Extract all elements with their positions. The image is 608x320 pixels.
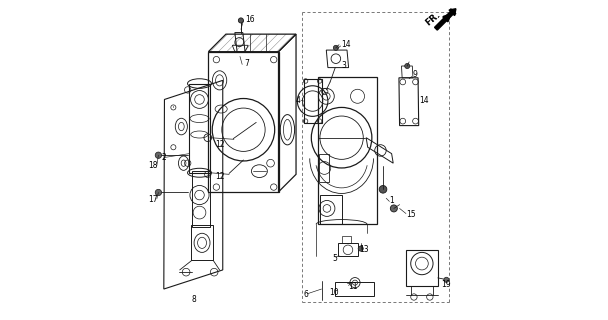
Circle shape [238,18,243,23]
Text: 8: 8 [192,295,196,304]
Text: 2: 2 [161,153,166,162]
Text: 13: 13 [359,245,368,254]
Circle shape [333,45,339,50]
Text: 9: 9 [412,70,417,79]
Circle shape [390,205,398,212]
Circle shape [155,152,162,158]
Circle shape [405,63,410,68]
Text: 10: 10 [330,288,339,297]
Text: 11: 11 [348,282,358,291]
Text: 15: 15 [406,210,416,219]
Text: 7: 7 [244,59,249,68]
Circle shape [155,189,162,196]
Polygon shape [441,9,456,23]
Text: 18: 18 [148,161,158,170]
Text: 19: 19 [441,280,451,289]
Text: 1: 1 [389,196,394,205]
Text: 12: 12 [215,172,225,181]
FancyArrow shape [435,9,456,30]
Text: 14: 14 [342,40,351,49]
Text: 5: 5 [333,254,337,263]
Circle shape [379,186,387,193]
Text: 3: 3 [342,60,347,69]
Text: 14: 14 [420,96,429,105]
Text: 6: 6 [303,290,308,299]
Text: 17: 17 [148,195,158,204]
Circle shape [444,277,449,282]
Text: 16: 16 [246,15,255,24]
Text: 12: 12 [215,140,225,149]
Text: 4: 4 [295,96,300,105]
Circle shape [358,246,363,251]
Text: FR.: FR. [423,10,441,28]
